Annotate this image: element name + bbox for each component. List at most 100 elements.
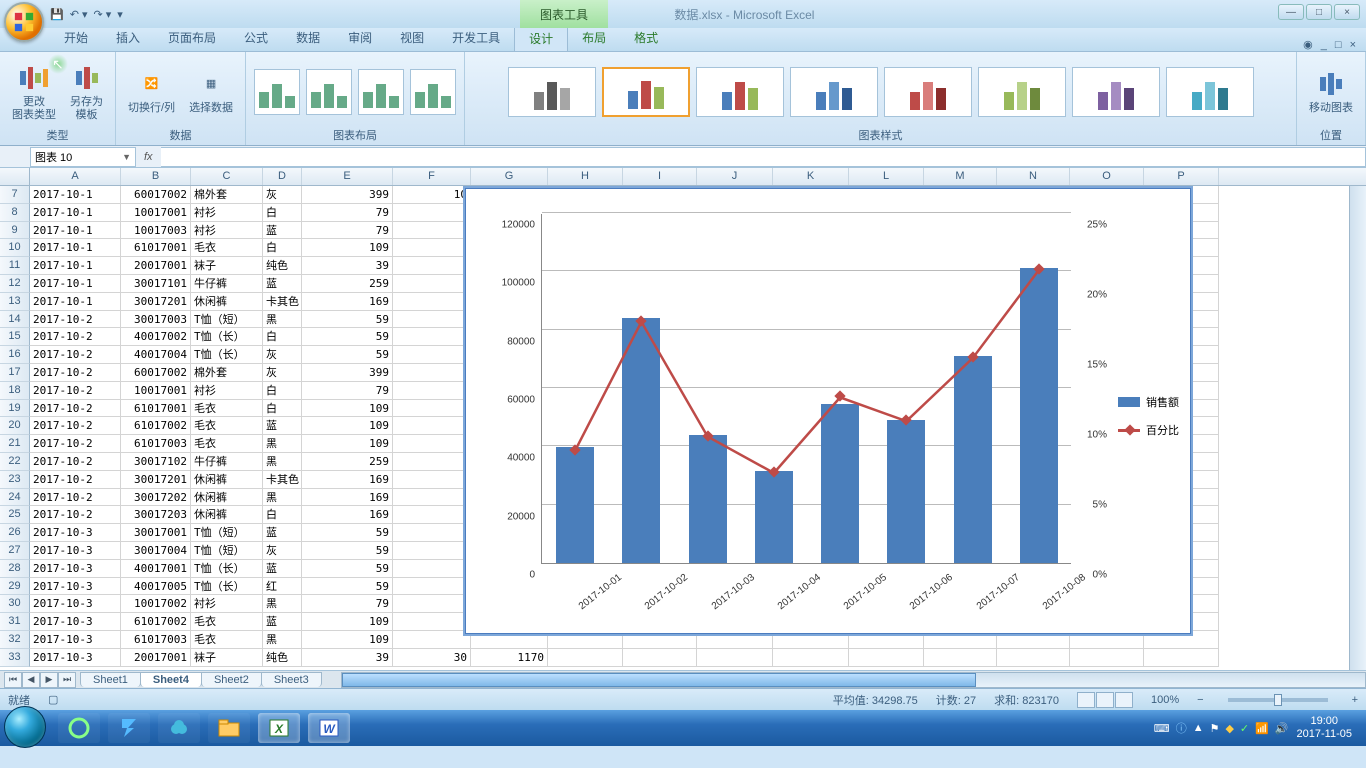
zoom-slider[interactable]	[1228, 698, 1328, 702]
tray-info-icon[interactable]: ⓘ	[1176, 720, 1187, 736]
qat-undo-icon[interactable]: ↶ ▾	[70, 8, 88, 21]
macro-record-icon[interactable]: ▢	[48, 693, 58, 706]
zoom-out-icon[interactable]: −	[1197, 694, 1203, 706]
cell[interactable]	[393, 471, 471, 489]
cell[interactable]: 2017-10-1	[30, 257, 121, 275]
cell[interactable]: 毛衣	[191, 435, 263, 453]
sheet-tab-Sheet1[interactable]: Sheet1	[80, 672, 141, 687]
cell[interactable]: T恤（长）	[191, 328, 263, 346]
chart-style-7[interactable]	[1072, 67, 1160, 117]
row-header[interactable]: 9	[0, 222, 30, 240]
cell[interactable]: 61017003	[121, 435, 191, 453]
cell[interactable]: 2017-10-1	[30, 275, 121, 293]
cell[interactable]: 2017-10-1	[30, 239, 121, 257]
cell[interactable]	[393, 524, 471, 542]
cell[interactable]: 30017003	[121, 311, 191, 329]
col-header-L[interactable]: L	[849, 168, 924, 185]
cell[interactable]	[393, 311, 471, 329]
col-header-M[interactable]: M	[924, 168, 997, 185]
row-header[interactable]: 13	[0, 293, 30, 311]
cell[interactable]: 79	[302, 222, 393, 240]
view-normal-icon[interactable]	[1077, 692, 1095, 708]
col-header-P[interactable]: P	[1144, 168, 1219, 185]
cell[interactable]	[548, 649, 623, 667]
cell[interactable]	[697, 649, 773, 667]
cell[interactable]: 毛衣	[191, 417, 263, 435]
cell[interactable]: 10017003	[121, 222, 191, 240]
row-header[interactable]: 33	[0, 649, 30, 667]
ribbon-close-icon[interactable]: ×	[1350, 39, 1356, 51]
cell[interactable]: 79	[302, 595, 393, 613]
tab-prev-icon[interactable]: ◀	[22, 672, 40, 688]
row-header[interactable]: 22	[0, 453, 30, 471]
tray-safe-icon[interactable]: ✓	[1240, 722, 1249, 735]
sheet-tab-Sheet2[interactable]: Sheet2	[201, 672, 262, 687]
cell[interactable]: 39	[302, 257, 393, 275]
cell[interactable]: 休闲裤	[191, 506, 263, 524]
row-header[interactable]: 17	[0, 364, 30, 382]
cell[interactable]	[393, 613, 471, 631]
cell[interactable]: 白	[263, 400, 302, 418]
cell[interactable]: 2017-10-1	[30, 186, 121, 204]
ribbon-tab-数据[interactable]: 数据	[282, 25, 334, 51]
taskbar-ie-icon[interactable]	[58, 713, 100, 743]
switch-row-col-button[interactable]: 🔀 切换行/列	[124, 66, 179, 116]
cell[interactable]: 169	[302, 506, 393, 524]
tab-last-icon[interactable]: ⏭	[58, 672, 76, 688]
cell[interactable]	[393, 417, 471, 435]
cell[interactable]: 61017001	[121, 400, 191, 418]
cell[interactable]: T恤（短）	[191, 311, 263, 329]
chart-style-6[interactable]	[978, 67, 1066, 117]
cell[interactable]: 61017002	[121, 417, 191, 435]
cell[interactable]: 109	[302, 417, 393, 435]
cell[interactable]: 10017001	[121, 204, 191, 222]
cell[interactable]: 黑	[263, 311, 302, 329]
cell[interactable]: 蓝	[263, 560, 302, 578]
row-header[interactable]: 31	[0, 613, 30, 631]
cell[interactable]: 109	[302, 631, 393, 649]
cell[interactable]: 卡其色	[263, 293, 302, 311]
row-header[interactable]: 12	[0, 275, 30, 293]
cell[interactable]: 棉外套	[191, 186, 263, 204]
qat-redo-icon[interactable]: ↷ ▾	[94, 8, 112, 21]
cell[interactable]: 40017005	[121, 578, 191, 596]
cell[interactable]: 2017-10-2	[30, 417, 121, 435]
cell[interactable]: 20017001	[121, 649, 191, 667]
fx-icon[interactable]: fx	[144, 151, 153, 163]
tray-up-icon[interactable]: ▲	[1193, 722, 1204, 734]
cell[interactable]: 30017101	[121, 275, 191, 293]
cell[interactable]: 39	[302, 649, 393, 667]
cell[interactable]: 休闲裤	[191, 471, 263, 489]
cell[interactable]: 10017001	[121, 382, 191, 400]
cell[interactable]: 黑	[263, 595, 302, 613]
row-header[interactable]: 18	[0, 382, 30, 400]
row-header[interactable]: 23	[0, 471, 30, 489]
cell[interactable]	[924, 649, 997, 667]
row-header[interactable]: 26	[0, 524, 30, 542]
chart-layout-2[interactable]	[306, 69, 352, 115]
cell[interactable]	[393, 364, 471, 382]
cell[interactable]: 2017-10-3	[30, 524, 121, 542]
cell[interactable]: 2017-10-2	[30, 328, 121, 346]
ribbon-tab-设计[interactable]: 设计	[514, 25, 568, 51]
cell[interactable]: 30017203	[121, 506, 191, 524]
taskbar-excel-icon[interactable]: X	[258, 713, 300, 743]
cell[interactable]	[393, 595, 471, 613]
cell[interactable]	[393, 275, 471, 293]
vertical-scrollbar[interactable]	[1349, 186, 1366, 670]
chart-style-1[interactable]	[508, 67, 596, 117]
col-header-I[interactable]: I	[623, 168, 697, 185]
formula-input[interactable]	[161, 147, 1366, 167]
cell[interactable]	[393, 506, 471, 524]
cell[interactable]	[393, 346, 471, 364]
cell[interactable]: 2017-10-2	[30, 489, 121, 507]
cell[interactable]	[393, 257, 471, 275]
cell[interactable]: 袜子	[191, 649, 263, 667]
cell[interactable]	[623, 649, 697, 667]
row-header[interactable]: 32	[0, 631, 30, 649]
cell[interactable]: 109	[302, 435, 393, 453]
cell[interactable]: 30017102	[121, 453, 191, 471]
cell[interactable]	[849, 649, 924, 667]
tray-action-icon[interactable]: ⚑	[1210, 722, 1220, 735]
cell[interactable]: 2017-10-2	[30, 364, 121, 382]
